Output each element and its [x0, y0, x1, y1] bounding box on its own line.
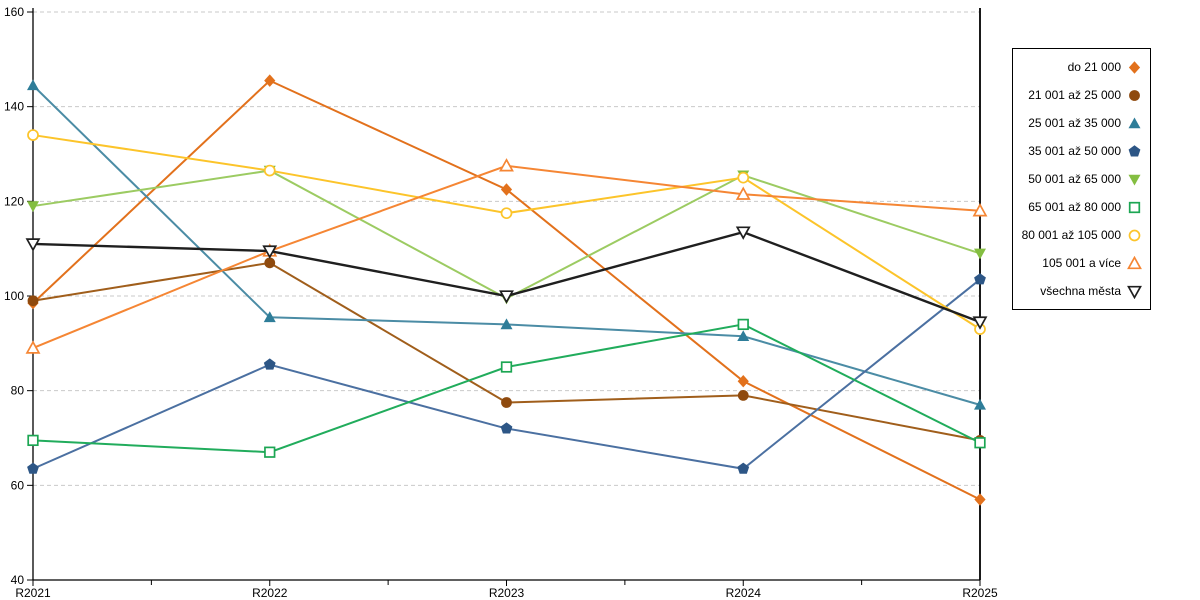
- circle-marker-icon: [27, 295, 39, 307]
- triangle-down-marker-icon: [27, 201, 39, 213]
- triangle-up-marker-icon: [263, 311, 276, 323]
- legend-label: 105 001 a více: [1042, 256, 1121, 270]
- diamond-marker-icon: [974, 493, 986, 506]
- y-tick-label: 160: [4, 5, 24, 19]
- series-2-line: [32, 84, 981, 406]
- circle-marker-icon: [1128, 229, 1141, 241]
- legend-item-5: 65 001 až 80 000: [1019, 200, 1142, 215]
- x-tick-label: R2022: [252, 586, 288, 600]
- legend-label: 25 001 až 35 000: [1028, 116, 1121, 130]
- diamond-glyph: [1128, 60, 1141, 74]
- triangle-down-marker-icon: [262, 245, 278, 259]
- triangle-up-marker-icon: [499, 158, 514, 172]
- circle-marker-icon: [1129, 89, 1140, 101]
- triangle-up-marker-icon: [27, 79, 39, 91]
- triangle-down-marker-icon: [25, 238, 41, 252]
- x-tick-label: R2023: [489, 586, 525, 600]
- square-marker-icon: [27, 434, 39, 447]
- legend-item-7: 105 001 a více: [1019, 255, 1142, 271]
- square-marker-icon: [974, 437, 986, 449]
- pentagon-marker-icon: [500, 422, 513, 434]
- triangle-up-marker-icon: [737, 330, 750, 342]
- legend-label: všechna města: [1040, 284, 1121, 298]
- circle-marker-icon: [27, 129, 39, 141]
- legend-label: 50 001 až 65 000: [1028, 172, 1121, 186]
- triangle-down-marker-icon: [735, 226, 751, 240]
- square-glyph: [1128, 201, 1141, 213]
- triangle-up-glyph: [1127, 255, 1142, 269]
- diamond-marker-icon: [737, 375, 749, 388]
- circle-marker-icon: [737, 171, 750, 184]
- diamond-marker-icon: [264, 74, 276, 87]
- series-3-line: [32, 278, 981, 470]
- circle-marker-icon: [737, 390, 749, 401]
- circle-glyph: [1128, 229, 1141, 241]
- triangle-up-marker-icon: [1127, 255, 1142, 269]
- triangle-up-marker-icon: [1128, 117, 1141, 128]
- triangle-down-glyph: [1128, 174, 1141, 185]
- square-marker-icon: [737, 318, 749, 331]
- y-tick-label: 80: [11, 384, 25, 398]
- triangle-up-glyph: [1128, 117, 1141, 128]
- circle-marker-icon: [263, 164, 276, 177]
- legend: do 21 000 21 001 až 25 000 25 001 až 35 00…: [1012, 48, 1151, 310]
- triangle-down-marker-icon: [974, 248, 986, 260]
- triangle-down-marker-icon: [1127, 285, 1142, 299]
- triangle-down-glyph: [1127, 285, 1142, 299]
- x-tick-label: R2021: [15, 586, 51, 600]
- triangle-up-marker-icon: [972, 203, 988, 217]
- y-tick-label: 60: [11, 478, 25, 492]
- y-tick-label: 120: [4, 194, 24, 208]
- legend-label: 65 001 až 80 000: [1028, 200, 1121, 214]
- legend-label: 35 001 až 50 000: [1028, 144, 1121, 158]
- pentagon-marker-icon: [1128, 144, 1141, 156]
- y-tick-label: 40: [11, 573, 25, 587]
- legend-item-6: 80 001 až 105 000: [1019, 228, 1142, 243]
- legend-label: 21 001 až 25 000: [1028, 88, 1121, 102]
- triangle-down-marker-icon: [972, 316, 988, 330]
- square-marker-icon: [500, 361, 513, 373]
- x-tick-label: R2025: [962, 586, 998, 600]
- circle-marker-icon: [501, 397, 512, 408]
- diamond-marker-icon: [500, 183, 513, 196]
- legend-item-1: 21 001 až 25 000: [1019, 88, 1142, 103]
- legend-item-8: všechna města: [1019, 284, 1142, 299]
- square-marker-icon: [1128, 201, 1141, 213]
- pentagon-marker-icon: [737, 462, 750, 474]
- pentagon-marker-icon: [263, 358, 276, 370]
- triangle-down-marker-icon: [1128, 174, 1141, 185]
- triangle-up-marker-icon: [25, 340, 41, 354]
- x-tick-label: R2024: [726, 586, 762, 600]
- triangle-down-marker-icon: [499, 290, 514, 304]
- legend-item-4: 50 001 až 65 000: [1019, 172, 1142, 187]
- legend-label: 80 001 až 105 000: [1021, 228, 1121, 242]
- y-tick-label: 100: [4, 289, 24, 303]
- circle-glyph: [1129, 89, 1140, 101]
- circle-marker-icon: [264, 257, 276, 269]
- triangle-up-marker-icon: [974, 398, 986, 410]
- legend-item-2: 25 001 až 35 000: [1019, 116, 1142, 131]
- legend-item-0: do 21 000: [1019, 60, 1142, 75]
- y-tick-label: 140: [4, 100, 24, 114]
- legend-label: do 21 000: [1067, 60, 1121, 74]
- pentagon-marker-icon: [974, 273, 986, 285]
- legend-item-3: 35 001 až 50 000: [1019, 144, 1142, 159]
- triangle-up-marker-icon: [500, 318, 513, 330]
- triangle-up-marker-icon: [735, 186, 751, 200]
- pentagon-marker-icon: [27, 462, 39, 474]
- pentagon-glyph: [1128, 144, 1141, 156]
- square-marker-icon: [264, 446, 276, 458]
- circle-marker-icon: [500, 207, 513, 220]
- diamond-marker-icon: [1128, 60, 1141, 74]
